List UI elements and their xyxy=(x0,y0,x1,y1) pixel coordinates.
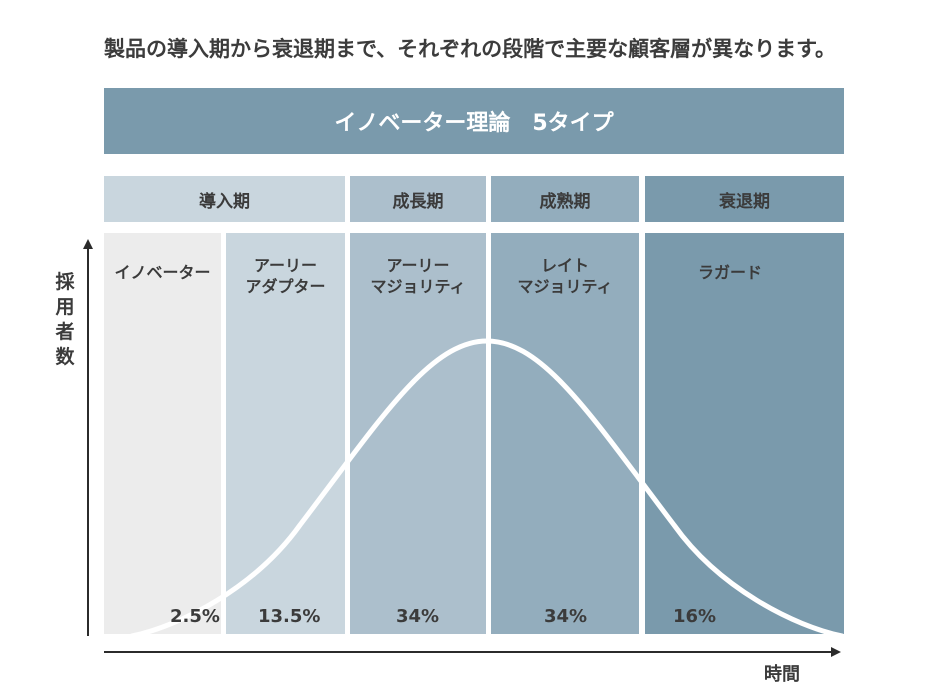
segment-early-majority-percent: 34% xyxy=(396,606,440,627)
segment-innovators-column xyxy=(104,233,221,634)
y-axis-label: 採用者数 xyxy=(55,271,75,368)
segment-early-majority-label: アーリー マジョリティ xyxy=(370,256,466,296)
segment-early-adopters-percent: 13.5% xyxy=(258,606,321,627)
segment-laggards-percent: 16% xyxy=(673,606,717,627)
phase-maturity: 成熟期 xyxy=(491,176,639,222)
segment-late-majority-percent: 34% xyxy=(544,606,588,627)
segment-early-adopters-label: アーリー アダプター xyxy=(245,256,326,296)
segment-innovators-label: イノベーター xyxy=(114,263,211,282)
segment-laggards-column xyxy=(645,233,844,634)
segment-early-adopters-column xyxy=(226,233,345,634)
x-axis-label: 時間 xyxy=(764,664,800,685)
segment-late-majority-label: レイト マジョリティ xyxy=(517,256,613,296)
diagram-title: イノベーター理論 5タイプ xyxy=(104,88,844,154)
bell-curve xyxy=(129,338,845,639)
phase-decline: 衰退期 xyxy=(645,176,844,222)
segment-laggards-label: ラガード xyxy=(697,263,762,282)
segment-early-majority-column xyxy=(350,233,486,634)
caption: 製品の導入期から衰退期まで、それぞれの段階で主要な顧客層が異なります。 xyxy=(103,37,837,61)
phase-introduction: 導入期 xyxy=(104,176,345,222)
phase-growth: 成長期 xyxy=(350,176,486,222)
segment-innovators-percent: 2.5% xyxy=(170,606,220,627)
segment-late-majority-column xyxy=(491,233,639,634)
